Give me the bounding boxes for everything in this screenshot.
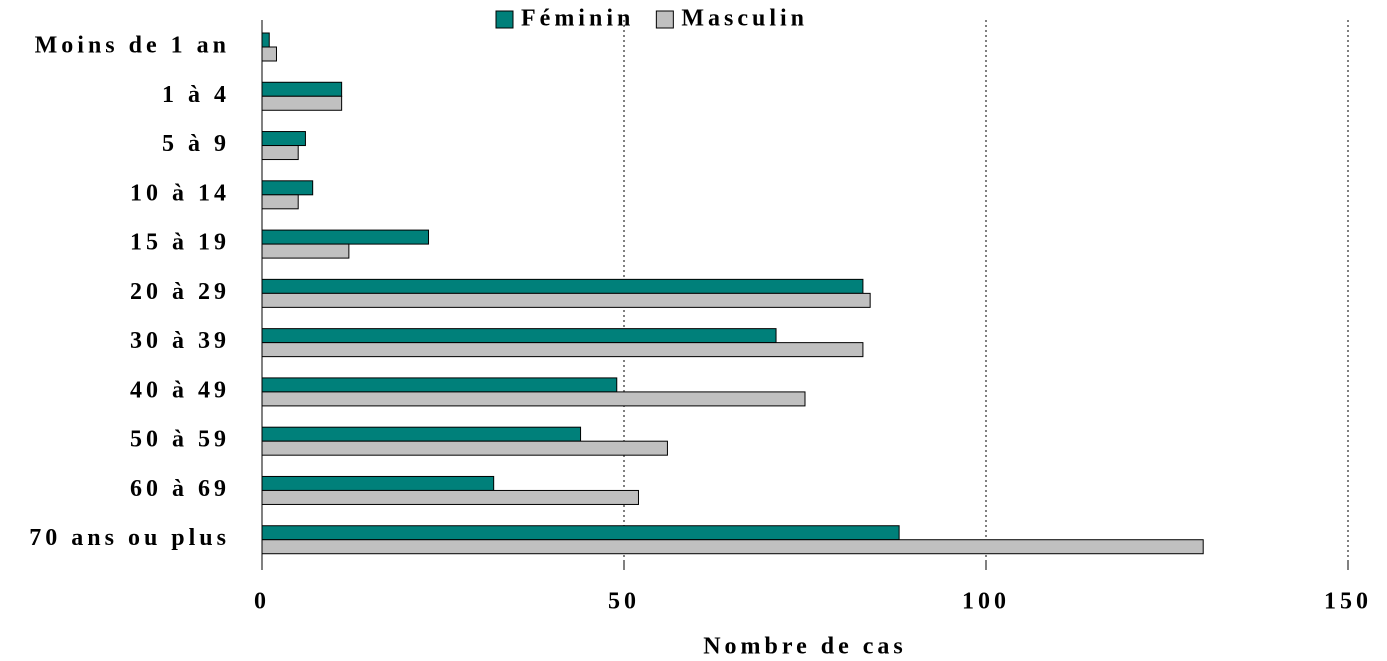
- x-tick-label: 150: [1324, 589, 1372, 615]
- bar: [261, 243, 350, 259]
- x-tick-label: 0: [254, 589, 270, 615]
- bar: [261, 539, 1204, 555]
- y-tick-label: 10 à 14: [130, 180, 230, 206]
- y-tick-label: 1 à 4: [162, 82, 230, 108]
- y-tick-label: 5 à 9: [162, 131, 230, 157]
- bar: [261, 475, 495, 491]
- bar: [261, 95, 343, 111]
- bar: [261, 525, 900, 541]
- y-tick-label: 30 à 39: [130, 328, 230, 354]
- bar: [261, 229, 430, 245]
- legend-label: Masculin: [681, 6, 808, 32]
- legend-label: Féminin: [521, 6, 634, 32]
- bar: [261, 81, 343, 97]
- y-tick-label: 15 à 19: [130, 230, 230, 256]
- legend-swatch: [495, 10, 514, 29]
- bar: [261, 32, 270, 48]
- bar: [261, 180, 314, 196]
- x-tick-label: 50: [608, 589, 640, 615]
- bar: [261, 328, 777, 344]
- bar: [261, 426, 582, 442]
- y-tick-label: 70 ans ou plus: [29, 525, 230, 551]
- bar: [261, 131, 306, 147]
- legend-swatch: [655, 10, 674, 29]
- bar: [261, 145, 299, 161]
- x-tick-label: 100: [962, 589, 1010, 615]
- y-tick-label: 20 à 29: [130, 279, 230, 305]
- bar: [261, 46, 277, 62]
- bar: [261, 292, 871, 308]
- bar: [261, 278, 864, 294]
- y-tick-label: 40 à 49: [130, 377, 230, 403]
- y-tick-label: 50 à 59: [130, 427, 230, 453]
- bar: [261, 391, 806, 407]
- bar: [261, 377, 618, 393]
- bar: [261, 489, 639, 505]
- bar: [261, 440, 668, 456]
- y-tick-label: 60 à 69: [130, 476, 230, 502]
- y-tick-label: Moins de 1 an: [35, 33, 230, 59]
- x-axis-title: Nombre de cas: [703, 634, 907, 660]
- bar: [261, 194, 299, 210]
- bar: [261, 342, 864, 358]
